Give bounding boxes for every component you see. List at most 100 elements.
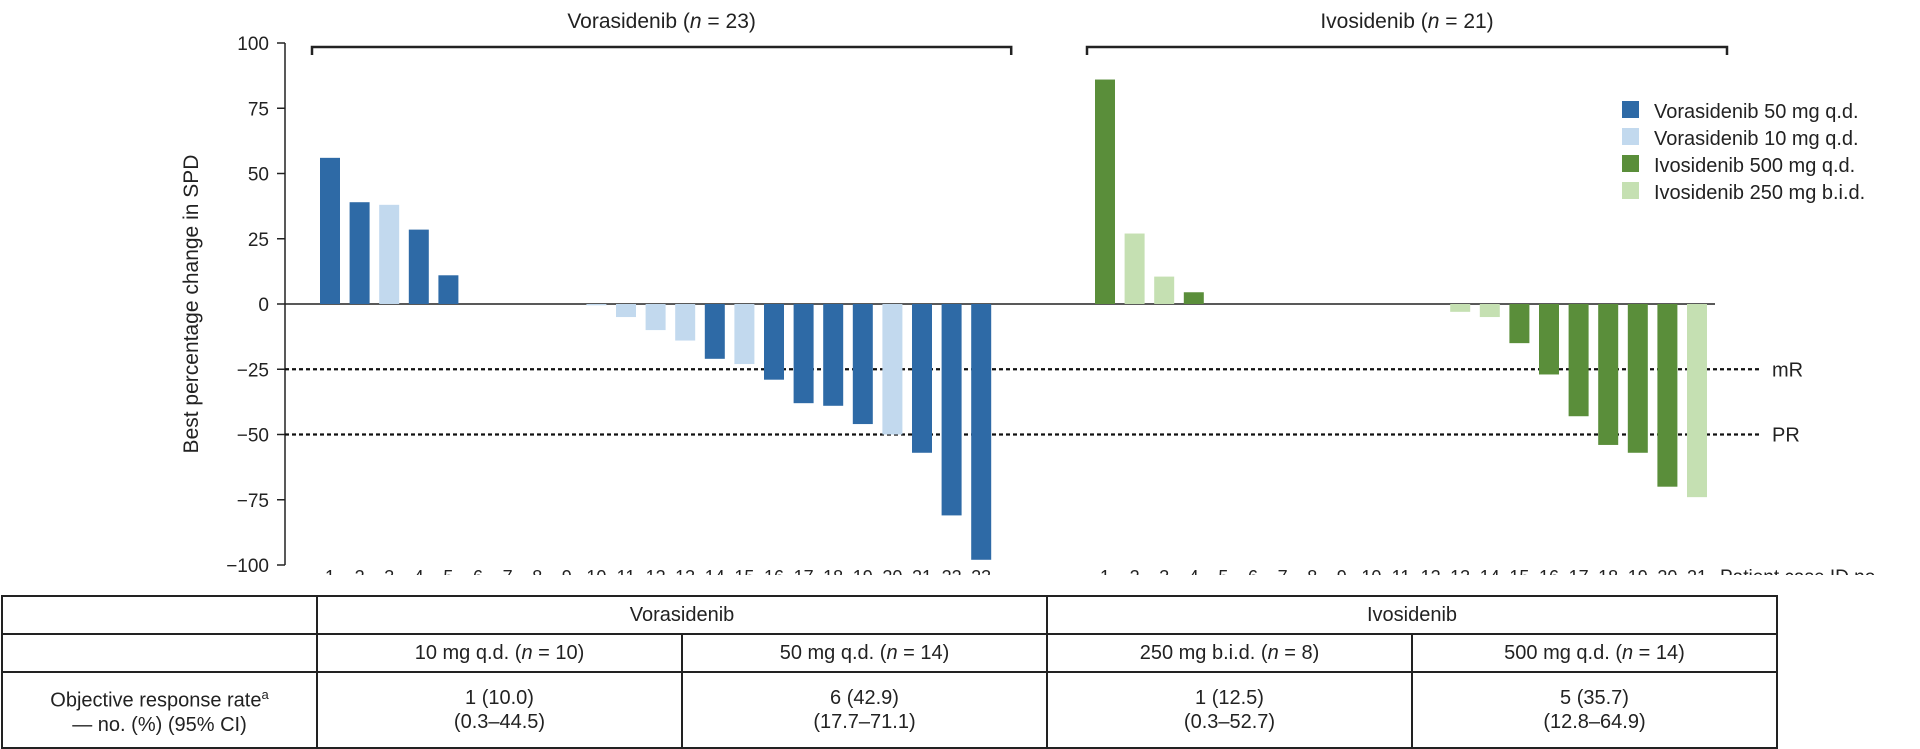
x-tick-label: 7	[1278, 567, 1288, 575]
y-tick-label: 75	[248, 99, 269, 120]
legend-label: Vorasidenib 50 mg q.d.	[1654, 101, 1859, 123]
group-bracket	[310, 45, 1013, 55]
legend-label: Ivosidenib 500 mg q.d.	[1654, 155, 1855, 177]
x-tick-label: 11	[1392, 567, 1411, 575]
legend-swatch	[1622, 155, 1639, 172]
table-dose-header: 500 mg q.d. (n = 14)	[1411, 633, 1778, 673]
x-tick-label: 6	[473, 567, 483, 575]
x-tick-label: 13	[1450, 567, 1470, 575]
x-tick-label: 20	[1657, 567, 1677, 575]
x-tick-label: 16	[1539, 567, 1559, 575]
legend-label: Ivosidenib 250 mg b.i.d.	[1654, 182, 1865, 204]
bar-ivosidenib-16	[1539, 304, 1559, 375]
x-tick-label: 16	[764, 567, 784, 575]
bar-vorasidenib-10	[586, 304, 607, 306]
bar-vorasidenib-23	[971, 304, 992, 560]
bar-vorasidenib-18	[823, 304, 844, 406]
bar-vorasidenib-11	[616, 304, 636, 318]
legend-swatch	[1622, 101, 1639, 118]
bar-ivosidenib-21	[1687, 304, 1707, 498]
x-tick-label: 10	[1361, 567, 1381, 575]
response-rate-table: Vorasidenib Ivosidenib 10 mg q.d. (n = 1…	[1, 595, 1778, 749]
x-tick-label: 20	[882, 567, 902, 575]
bar-vorasidenib-4	[408, 229, 429, 304]
table-dose-header: 250 mg b.i.d. (n = 8)	[1046, 633, 1413, 673]
x-tick-label: 21	[912, 567, 932, 575]
y-tick-label: −75	[237, 491, 269, 512]
bar-ivosidenib-18	[1598, 304, 1619, 445]
x-tick-label: 10	[586, 567, 606, 575]
bar-ivosidenib-17	[1568, 304, 1589, 417]
x-tick-label: 3	[384, 567, 394, 575]
table-group-vorasidenib: Vorasidenib	[316, 595, 1048, 635]
bar-vorasidenib-5	[438, 275, 459, 304]
bar-vorasidenib-2	[349, 202, 370, 304]
bar-ivosidenib-14	[1479, 304, 1500, 318]
bar-ivosidenib-15	[1509, 304, 1530, 344]
x-tick-label: 19	[1628, 567, 1648, 575]
bar-vorasidenib-14	[704, 304, 725, 359]
x-tick-label: 18	[823, 567, 843, 575]
y-tick-label: −50	[237, 426, 269, 447]
bar-ivosidenib-20	[1657, 304, 1678, 487]
y-tick-label: 50	[248, 165, 269, 186]
x-axis-label: Patient case ID no.	[1720, 567, 1881, 575]
x-tick-label: 19	[853, 567, 873, 575]
x-tick-label: 21	[1687, 567, 1707, 575]
x-tick-label: 14	[1480, 567, 1500, 575]
bar-vorasidenib-12	[645, 304, 666, 331]
table-dose-header-row: 10 mg q.d. (n = 10) 50 mg q.d. (n = 14) …	[1, 633, 1778, 673]
table-row-label: Objective response ratea — no. (%) (95% …	[1, 671, 318, 749]
legend-swatch	[1622, 128, 1639, 145]
bar-vorasidenib-15	[734, 304, 755, 365]
bar-vorasidenib-21	[912, 304, 932, 453]
bar-vorasidenib-3	[379, 204, 400, 304]
bar-vorasidenib-1	[320, 157, 340, 304]
x-tick-label: 4	[414, 567, 424, 575]
reference-line-label: PR	[1772, 425, 1800, 447]
table-dose-header: 10 mg q.d. (n = 10)	[316, 633, 683, 673]
x-tick-label: 12	[646, 567, 666, 575]
bar-ivosidenib-3	[1154, 276, 1175, 304]
table-cell: 6 (42.9) (17.7–71.1)	[681, 671, 1048, 749]
x-tick-label: 15	[1509, 567, 1529, 575]
bar-ivosidenib-2	[1124, 233, 1145, 304]
bar-ivosidenib-13	[1450, 304, 1471, 312]
x-tick-label: 14	[705, 567, 725, 575]
x-tick-label: 5	[1218, 567, 1228, 575]
x-tick-label: 8	[1307, 567, 1317, 575]
x-tick-label: 8	[532, 567, 542, 575]
group-bracket	[1085, 45, 1729, 55]
table-cell: 1 (10.0) (0.3–44.5)	[316, 671, 683, 749]
y-tick-label: 0	[258, 295, 269, 316]
x-tick-label: 1	[325, 567, 335, 575]
table-cell: 1 (12.5) (0.3–52.7)	[1046, 671, 1413, 749]
y-axis-label: Best percentage change in SPD	[180, 155, 203, 454]
legend-swatch	[1622, 182, 1639, 199]
x-tick-label: 7	[503, 567, 513, 575]
x-tick-label: 1	[1100, 567, 1110, 575]
table-group-header-row: Vorasidenib Ivosidenib	[1, 595, 1778, 635]
x-tick-label: 2	[1130, 567, 1140, 575]
x-tick-label: 13	[675, 567, 695, 575]
y-tick-label: −100	[226, 556, 269, 575]
x-tick-label: 17	[1569, 567, 1589, 575]
x-tick-label: 15	[734, 567, 754, 575]
group-label-ivosidenib: Ivosidenib (n = 21)	[1320, 10, 1493, 33]
bar-vorasidenib-17	[793, 304, 814, 404]
bar-vorasidenib-20	[882, 304, 903, 435]
y-tick-label: 100	[237, 34, 269, 55]
x-tick-label: 2	[355, 567, 365, 575]
bar-ivosidenib-1	[1095, 79, 1115, 304]
bar-ivosidenib-19	[1627, 304, 1648, 453]
x-tick-label: 12	[1421, 567, 1441, 575]
reference-line-label: mR	[1772, 359, 1803, 381]
x-tick-label: 3	[1159, 567, 1169, 575]
x-tick-label: 23	[971, 567, 991, 575]
y-tick-label: 25	[248, 230, 269, 251]
table-cell: 5 (35.7) (12.8–64.9)	[1411, 671, 1778, 749]
bar-vorasidenib-22	[941, 304, 962, 516]
x-tick-label: 5	[443, 567, 453, 575]
x-tick-label: 11	[617, 567, 636, 575]
y-tick-label: −25	[237, 360, 269, 381]
